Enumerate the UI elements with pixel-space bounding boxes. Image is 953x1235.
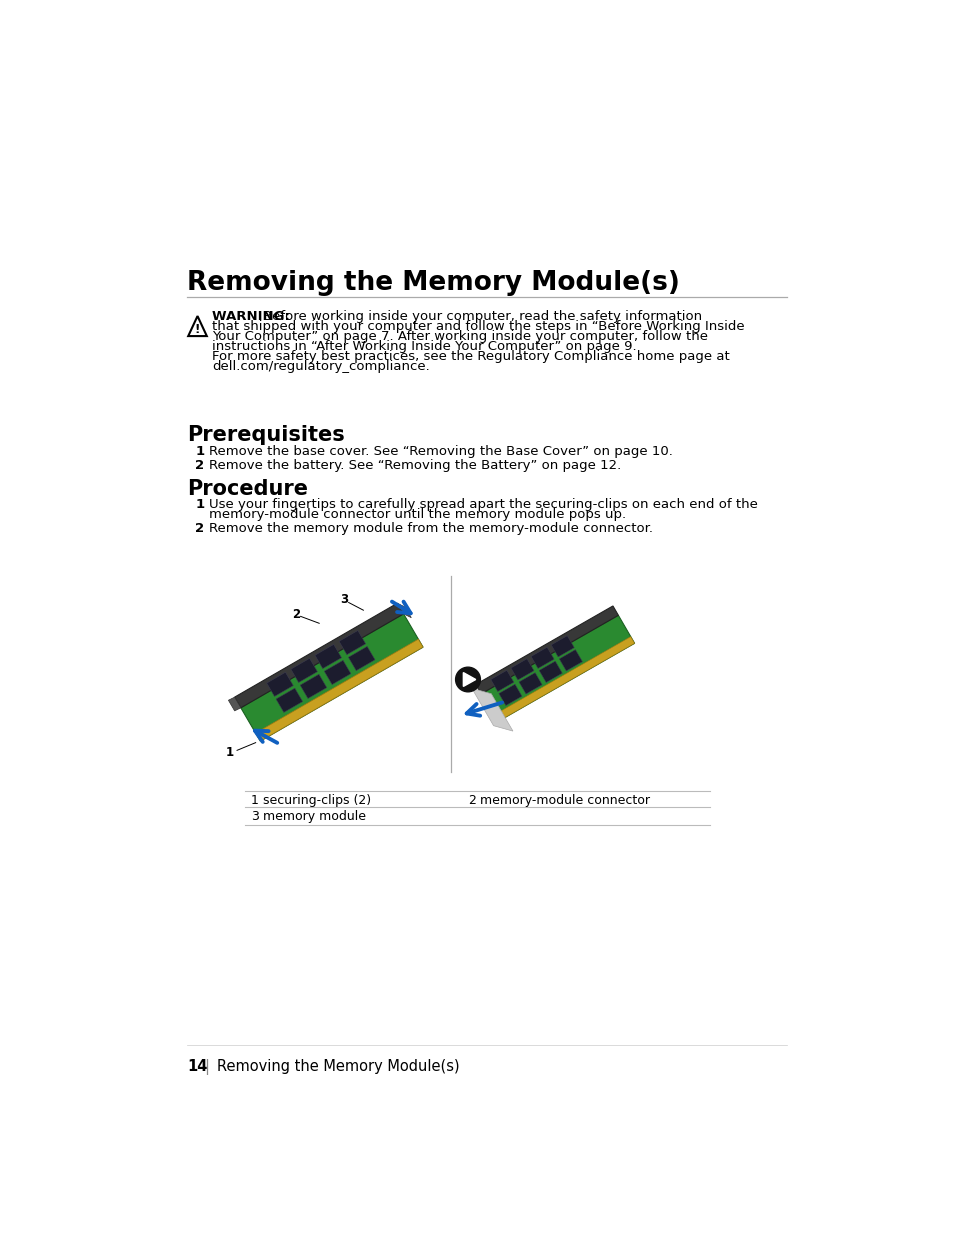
Polygon shape	[558, 650, 581, 671]
Text: dell.com/regulatory_compliance.: dell.com/regulatory_compliance.	[212, 359, 430, 373]
Text: Your Computer” on page 7. After working inside your computer, follow the: Your Computer” on page 7. After working …	[212, 330, 707, 343]
Text: 2: 2	[195, 522, 204, 536]
Polygon shape	[228, 697, 240, 711]
Text: !: !	[194, 324, 200, 336]
Text: Prerequisites: Prerequisites	[187, 425, 345, 446]
Text: For more safety best practices, see the Regulatory Compliance home page at: For more safety best practices, see the …	[212, 350, 729, 363]
Text: memory module: memory module	[263, 810, 366, 824]
Text: Remove the memory module from the memory-module connector.: Remove the memory module from the memory…	[209, 522, 653, 536]
Text: memory-module connector until the memory module pops up.: memory-module connector until the memory…	[209, 508, 625, 521]
Polygon shape	[551, 636, 574, 657]
Text: 2: 2	[468, 794, 476, 808]
Polygon shape	[538, 661, 561, 683]
Text: securing-clips (2): securing-clips (2)	[263, 794, 371, 808]
Text: Use your fingertips to carefully spread apart the securing-clips on each end of : Use your fingertips to carefully spread …	[209, 498, 758, 511]
Circle shape	[456, 667, 480, 692]
Polygon shape	[531, 647, 554, 668]
Text: Removing the Memory Module(s): Removing the Memory Module(s)	[187, 270, 679, 296]
Polygon shape	[291, 658, 317, 683]
Text: |: |	[204, 1060, 210, 1076]
Text: instructions in “After Working Inside Your Computer” on page 9.: instructions in “After Working Inside Yo…	[212, 340, 637, 353]
Text: Procedure: Procedure	[187, 479, 308, 499]
Polygon shape	[493, 636, 634, 721]
Text: 1: 1	[225, 746, 233, 760]
Text: 1: 1	[195, 446, 204, 458]
Polygon shape	[490, 671, 514, 692]
Text: Remove the base cover. See “Removing the Base Cover” on page 10.: Remove the base cover. See “Removing the…	[209, 446, 672, 458]
Polygon shape	[472, 688, 513, 731]
Text: Remove the battery. See “Removing the Battery” on page 12.: Remove the battery. See “Removing the Ba…	[209, 459, 620, 472]
Text: Removing the Memory Module(s): Removing the Memory Module(s)	[216, 1060, 459, 1074]
Polygon shape	[267, 672, 293, 697]
Polygon shape	[397, 603, 411, 618]
Polygon shape	[338, 631, 365, 655]
Polygon shape	[476, 606, 618, 694]
Text: 14: 14	[187, 1060, 208, 1074]
Text: 2: 2	[195, 459, 204, 472]
Polygon shape	[255, 640, 422, 741]
Polygon shape	[511, 658, 534, 680]
Polygon shape	[240, 614, 422, 741]
Polygon shape	[314, 645, 341, 668]
Text: WARNING:: WARNING:	[212, 310, 294, 322]
Polygon shape	[480, 615, 634, 721]
Polygon shape	[324, 661, 351, 684]
Polygon shape	[275, 688, 302, 713]
Text: memory-module connector: memory-module connector	[480, 794, 650, 808]
Polygon shape	[463, 673, 476, 687]
Polygon shape	[518, 673, 541, 694]
Text: 2: 2	[292, 609, 299, 621]
Text: Before working inside your computer, read the safety information: Before working inside your computer, rea…	[262, 310, 701, 322]
Polygon shape	[348, 646, 375, 671]
Text: that shipped with your computer and follow the steps in “Before Working Inside: that shipped with your computer and foll…	[212, 320, 744, 333]
Polygon shape	[300, 674, 326, 699]
Text: 3: 3	[339, 593, 348, 606]
Polygon shape	[498, 684, 521, 705]
Text: 1: 1	[251, 794, 258, 808]
Text: 3: 3	[251, 810, 258, 824]
Polygon shape	[234, 603, 403, 708]
Text: 1: 1	[195, 498, 204, 511]
